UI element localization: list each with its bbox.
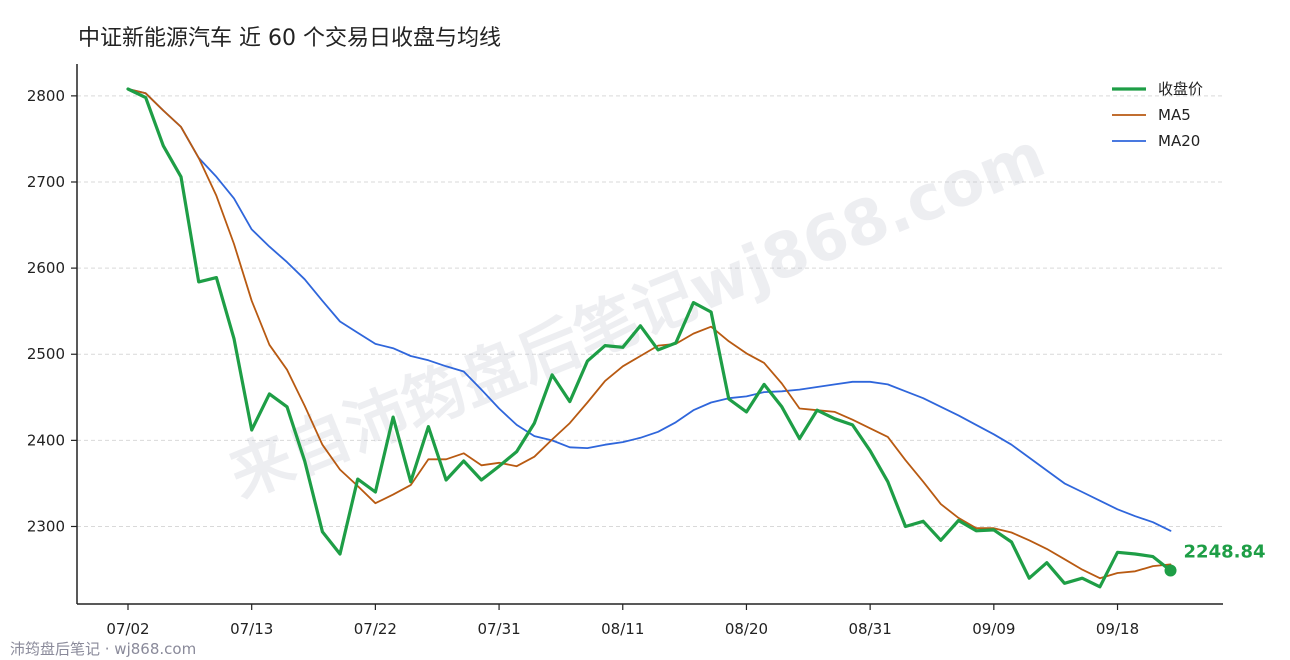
x-tick-label-2: 07/22	[354, 620, 397, 638]
x-tick-label-0: 07/02	[106, 620, 149, 638]
last-point-marker	[1164, 564, 1177, 577]
x-tick-label-8: 09/18	[1096, 620, 1139, 638]
watermark: 来自沛筠盘后笔记wj868.com	[219, 118, 1054, 512]
x-ticks: 07/02 07/13 07/22 07/31 08/11 08/20 08/31 09/09…	[106, 604, 1139, 638]
series-lines	[126, 87, 1173, 589]
series-line-ma20	[127, 88, 1172, 532]
legend-label-close: 收盘价	[1158, 80, 1203, 98]
x-tick-label-7: 09/09	[972, 620, 1015, 638]
y-tick-label-4: 2700	[27, 173, 65, 191]
grid	[77, 95, 1223, 527]
x-tick-label-5: 08/20	[725, 620, 768, 638]
last-value-label: 2248.84	[1184, 542, 1266, 563]
legend: 收盘价 MA5 MA20	[1112, 80, 1203, 150]
axes	[76, 64, 1223, 605]
footer-credit: 沛筠盘后笔记 · wj868.com	[10, 640, 197, 658]
y-ticks: 2300 2400 2500 2600 2700 2800	[27, 87, 77, 535]
y-tick-label-3: 2600	[27, 259, 65, 277]
y-tick-label-5: 2800	[27, 87, 65, 105]
series-line-ma5	[127, 88, 1172, 580]
chart-title: 中证新能源汽车 近 60 个交易日收盘与均线	[78, 26, 501, 51]
x-tick-label-3: 07/31	[477, 620, 520, 638]
legend-label-ma5: MA5	[1158, 106, 1191, 124]
y-tick-label-2: 2500	[27, 345, 65, 363]
x-tick-label-4: 08/11	[601, 620, 644, 638]
y-tick-label-0: 2300	[27, 517, 65, 535]
y-tick-label-1: 2400	[27, 431, 65, 449]
x-tick-label-6: 08/31	[849, 620, 892, 638]
legend-label-ma20: MA20	[1158, 132, 1200, 150]
x-tick-label-1: 07/13	[230, 620, 273, 638]
series-line-close	[126, 87, 1173, 589]
